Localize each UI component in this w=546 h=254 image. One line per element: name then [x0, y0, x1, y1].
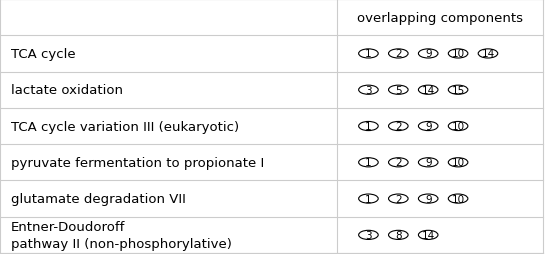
- Text: 1: 1: [365, 194, 372, 204]
- Text: TCA cycle variation III (eukaryotic): TCA cycle variation III (eukaryotic): [11, 120, 239, 133]
- Text: 2: 2: [395, 158, 402, 168]
- Text: 1: 1: [365, 158, 372, 168]
- Text: 9: 9: [425, 158, 431, 168]
- Text: 9: 9: [425, 194, 431, 204]
- Text: overlapping components: overlapping components: [357, 12, 523, 25]
- Text: 2: 2: [395, 194, 402, 204]
- Text: lactate oxidation: lactate oxidation: [11, 84, 123, 97]
- Text: 14: 14: [482, 49, 495, 59]
- Text: 14: 14: [422, 85, 435, 95]
- Text: 15: 15: [452, 85, 465, 95]
- Text: 14: 14: [422, 230, 435, 240]
- Text: 10: 10: [452, 158, 465, 168]
- Text: TCA cycle: TCA cycle: [11, 48, 75, 61]
- Text: 10: 10: [452, 121, 465, 132]
- Text: 9: 9: [425, 49, 431, 59]
- Text: 5: 5: [395, 85, 402, 95]
- Text: 2: 2: [395, 121, 402, 132]
- Text: 1: 1: [365, 121, 372, 132]
- Text: pyruvate fermentation to propionate I: pyruvate fermentation to propionate I: [11, 156, 264, 169]
- Text: 3: 3: [365, 230, 372, 240]
- Text: 10: 10: [452, 194, 465, 204]
- Text: 10: 10: [452, 49, 465, 59]
- Text: 3: 3: [365, 85, 372, 95]
- Text: 2: 2: [395, 49, 402, 59]
- Text: 9: 9: [425, 121, 431, 132]
- Text: glutamate degradation VII: glutamate degradation VII: [11, 192, 186, 205]
- Text: 8: 8: [395, 230, 402, 240]
- Text: 1: 1: [365, 49, 372, 59]
- Text: Entner-Doudoroff
pathway II (non-phosphorylative): Entner-Doudoroff pathway II (non-phospho…: [11, 220, 232, 250]
